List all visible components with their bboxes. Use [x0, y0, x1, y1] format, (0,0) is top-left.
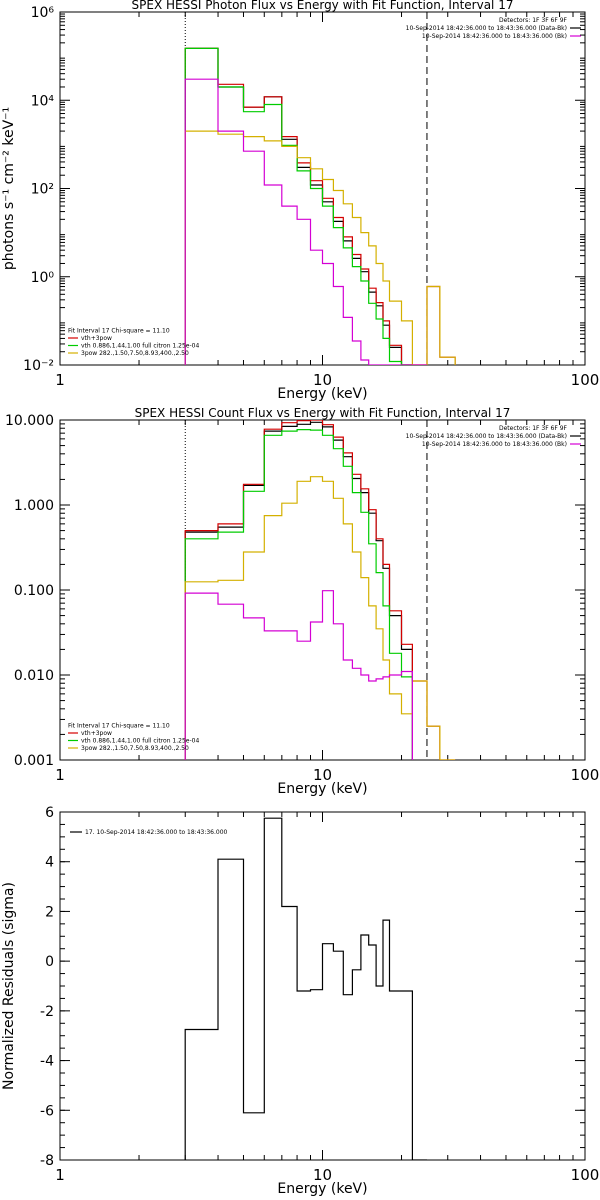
- y-tick-label: 0.100: [14, 583, 54, 599]
- x-tick-label: 100: [571, 1166, 600, 1184]
- series-vth: [184, 47, 413, 365]
- series-3pow: [184, 130, 456, 365]
- legend-bottom-entry: 3pow 282.,1.50,7.50,8.93,400.,2.50: [81, 745, 189, 752]
- series-3pow: [184, 476, 456, 760]
- y-tick-label: 6: [45, 805, 54, 821]
- x-tick-label: 1: [55, 766, 65, 784]
- series-bk: [184, 590, 413, 760]
- series-vth: [184, 429, 413, 760]
- series-group: [184, 47, 456, 365]
- chart-title: SPEX HESSI Count Flux vs Energy with Fit…: [135, 406, 511, 420]
- y-tick-label: 1.000: [14, 498, 54, 514]
- series-group: [184, 817, 427, 1160]
- series-vth-3pow: [184, 420, 456, 760]
- series-17-10-sep-2014-18-42-36-000-to-18-43-36-000: [184, 817, 427, 1160]
- legend-top-entry: 17. 10-Sep-2014 18:42:36.000 to 18:43:36…: [85, 829, 228, 836]
- x-axis-label: Energy (keV): [277, 781, 367, 797]
- legend-bottom-entry: Fit Interval 17 Chi-square = 11.10: [68, 723, 170, 730]
- chart-title: SPEX HESSI Photon Flux vs Energy with Fi…: [132, 0, 514, 12]
- y-tick-label: 10⁶: [31, 5, 55, 21]
- legend-bottom-entry: vth+3pow: [81, 730, 112, 737]
- legend-top-entry: Detectors: 1F 3F 6F 9F: [499, 425, 568, 432]
- y-tick-label: 4: [45, 855, 54, 871]
- legend-bottom-entry: vth 0.886,1.44,1.00 full citron 1.25e-04: [81, 343, 199, 350]
- y-tick-label: -4: [40, 1054, 54, 1070]
- x-tick-label: 1: [55, 1166, 65, 1184]
- y-tick-label: -2: [40, 1004, 54, 1020]
- series-vth-3pow: [184, 47, 456, 365]
- series-group: [184, 420, 456, 760]
- legend-top-entry: 10-Sep-2014 18:42:36.000 to 18:43:36.000…: [406, 433, 567, 440]
- chart-panel-1: 1 10 100 10⁻² 10⁰ 10² 10⁴ 10⁶ SPEX HESSI Photon …: [1, 0, 599, 402]
- series-bk: [184, 78, 427, 365]
- y-tick-label: 0.010: [14, 668, 54, 684]
- x-tick-label: 1: [55, 371, 65, 389]
- legend-top-entry: 10-Sep-2014 18:42:36.000 to 18:43:36.000…: [422, 33, 567, 40]
- plot-frame: [59, 419, 586, 761]
- legend-bottom-entry: vth 0.886,1.44,1.00 full citron 1.25e-04: [81, 738, 199, 745]
- y-axis-label: Normalized Residuals (sigma): [1, 882, 17, 1090]
- y-tick-label: 10²: [31, 182, 54, 198]
- y-tick-label: -8: [40, 1153, 54, 1169]
- y-tick-label: 10⁻²: [23, 358, 54, 374]
- legend-top-entry: Detectors: 1F 3F 6F 9F: [499, 17, 568, 24]
- y-tick-label: 2: [45, 904, 54, 920]
- y-axis-label: photons s⁻¹ cm⁻² keV⁻¹: [1, 107, 17, 270]
- legend-bottom-entry: 3pow 282.,1.50,7.50,8.93,400.,2.50: [81, 350, 189, 357]
- y-tick-label: -6: [40, 1103, 54, 1119]
- x-axis-label: Energy (keV): [277, 1181, 367, 1197]
- x-tick-label: 100: [571, 766, 600, 784]
- x-axis-label: Energy (keV): [277, 386, 367, 402]
- legend-top-entry: 10-Sep-2014 18:42:36.000 to 18:43:36.000…: [422, 441, 567, 448]
- series-data-bk: [184, 421, 413, 760]
- x-tick-label: 100: [571, 371, 600, 389]
- y-tick-label: 10.000: [5, 413, 54, 429]
- y-tick-label: 0.001: [14, 753, 54, 769]
- x-tick-label: 10: [313, 371, 332, 389]
- chart-panel-2: 1 10 100 0.001 0.010 0.100 1.000 10.000 SPEX HES…: [5, 406, 599, 797]
- series-data-bk: [184, 47, 413, 365]
- chart-panel-3: 1 10 100 -8 -6 -4 -2 0 2 4 6 Energy (keV) Normalized…: [1, 805, 599, 1197]
- y-tick-label: 0: [45, 954, 54, 970]
- y-tick-label: 10⁴: [31, 93, 55, 109]
- legend-bottom-entry: vth+3pow: [81, 335, 112, 342]
- legend-bottom-entry: Fit Interval 17 Chi-square = 11.10: [68, 328, 170, 335]
- x-tick-label: 10: [313, 766, 332, 784]
- legend-top-entry: 10-Sep-2014 18:42:36.000 to 18:43:36.000…: [406, 25, 567, 32]
- x-tick-label: 10: [313, 1166, 332, 1184]
- y-tick-label: 10⁰: [31, 270, 55, 286]
